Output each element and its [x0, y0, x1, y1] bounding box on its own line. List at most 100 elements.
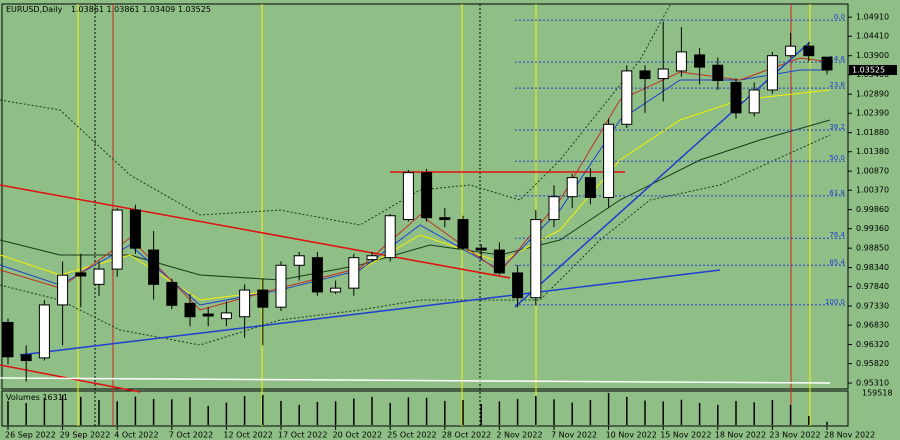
candle-body: [20, 354, 32, 362]
candle-body: [93, 268, 105, 285]
lower-band: [0, 134, 831, 346]
candle-body: [493, 249, 505, 274]
fib-label: 100.0: [825, 298, 845, 306]
y-tick-label: 0.96320: [856, 340, 889, 349]
y-tick-label: 1.04910: [856, 13, 889, 22]
candle-body: [584, 177, 596, 198]
candle-body: [330, 287, 342, 293]
candle-body: [621, 70, 633, 125]
y-tick-label: 1.02390: [856, 109, 889, 118]
x-tick-label: 2 Nov 2022: [496, 431, 542, 440]
x-tick-label: 25 Oct 2022: [387, 431, 436, 440]
fib-label: 38.2: [829, 123, 845, 131]
candle-body: [57, 274, 69, 306]
candle-body: [75, 272, 87, 277]
x-tick-label: 7 Nov 2022: [551, 431, 597, 440]
y-tick-label: 1.03900: [856, 51, 889, 60]
fib-label: 76.4: [829, 231, 845, 239]
ma-long: [0, 377, 831, 384]
candle-body: [803, 45, 815, 57]
volume-name: Volumes: [6, 393, 40, 402]
candle-body: [311, 257, 323, 293]
x-tick-label: 28 Oct 2022: [442, 431, 491, 440]
y-tick-label: 0.95310: [856, 379, 889, 388]
x-tick-label: 7 Oct 2022: [169, 431, 213, 440]
x-tick-label: 23 Nov 2022: [769, 431, 820, 440]
x-tick-label: 29 Sep 2022: [60, 431, 111, 440]
candle-body: [748, 89, 760, 114]
fib-label: 23.6: [829, 81, 845, 89]
candle-body: [439, 217, 451, 221]
volume-last: 16311: [42, 393, 67, 402]
candle-body: [111, 209, 123, 270]
candle-body: [512, 272, 524, 299]
candle-body: [475, 247, 487, 251]
ohlc-open: 1.03861: [71, 5, 104, 14]
candle-body: [166, 281, 178, 306]
y-tick-label: 0.99360: [856, 224, 889, 233]
volume-title: Volumes 16311: [6, 393, 68, 402]
y-tick-label: 0.98850: [856, 244, 889, 253]
trendline: [19, 269, 721, 356]
candle-body: [148, 249, 160, 285]
candle-body: [766, 55, 778, 91]
candle-body: [293, 255, 305, 266]
candle-body: [421, 172, 433, 219]
symbol: EURUSD,Daily: [6, 5, 63, 14]
y-tick-label: 0.98340: [856, 263, 889, 272]
ohlc-low: 1.03409: [142, 5, 175, 14]
trendline: [0, 184, 511, 279]
volume-panel: [1, 390, 849, 427]
candle-body: [129, 209, 141, 249]
candle-body: [38, 304, 50, 359]
x-tick-label: 4 Oct 2022: [114, 431, 158, 440]
candle-body: [2, 321, 14, 358]
candle-body: [348, 257, 360, 289]
candle-body: [657, 68, 669, 80]
candle-body: [257, 289, 269, 308]
y-tick-label: 1.02890: [856, 90, 889, 99]
x-tick-label: 10 Nov 2022: [606, 431, 657, 440]
x-tick-label: 28 Nov 2022: [824, 431, 875, 440]
x-tick-label: 18 Nov 2022: [715, 431, 766, 440]
candle-body: [402, 172, 414, 221]
candle-body: [566, 177, 578, 198]
x-tick-label: 12 Oct 2022: [223, 431, 272, 440]
y-tick-label: 1.00870: [856, 167, 889, 176]
upper-band: [0, 4, 671, 226]
y-tick-label: 1.01880: [856, 128, 889, 137]
indicators: [0, 4, 831, 393]
candle-body: [457, 219, 469, 249]
trendline: [514, 41, 811, 308]
y-tick-label: 0.97330: [856, 302, 889, 311]
price-tag-bg: [849, 64, 897, 75]
ma-yellow: [0, 89, 831, 301]
candle-body: [184, 302, 196, 318]
chart-title: EURUSD,Daily 1.03861 1.03861 1.03409 1.0…: [6, 5, 211, 14]
candle-body: [785, 45, 797, 57]
y-tick-label: 0.96830: [856, 321, 889, 330]
candle-body: [275, 264, 287, 308]
fib-label: 50.0: [829, 154, 845, 162]
candle-body: [530, 219, 542, 299]
candle-body: [202, 313, 214, 317]
candle-body: [821, 56, 833, 71]
price-panel: [1, 3, 849, 390]
y-tick-label: 0.95820: [856, 359, 889, 368]
fib-label: 14.6: [829, 55, 845, 63]
ohlc-close: 1.03525: [178, 5, 211, 14]
candle-body: [366, 255, 378, 261]
y-tick-label: 0.97840: [856, 282, 889, 291]
fib-label: 61.8: [829, 189, 845, 197]
x-tick-label: 20 Oct 2022: [333, 431, 382, 440]
candle-body: [639, 70, 651, 80]
candle-body: [548, 196, 560, 221]
y-tick-label: 1.01380: [856, 147, 889, 156]
x-tick-label: 26 Sep 2022: [5, 431, 56, 440]
candle-body: [712, 64, 724, 81]
price-tag: 1.03525: [852, 65, 885, 74]
candle-body: [239, 289, 251, 318]
y-tick-label: 0.99860: [856, 205, 889, 214]
y-tick-label: 1.04410: [856, 32, 889, 41]
